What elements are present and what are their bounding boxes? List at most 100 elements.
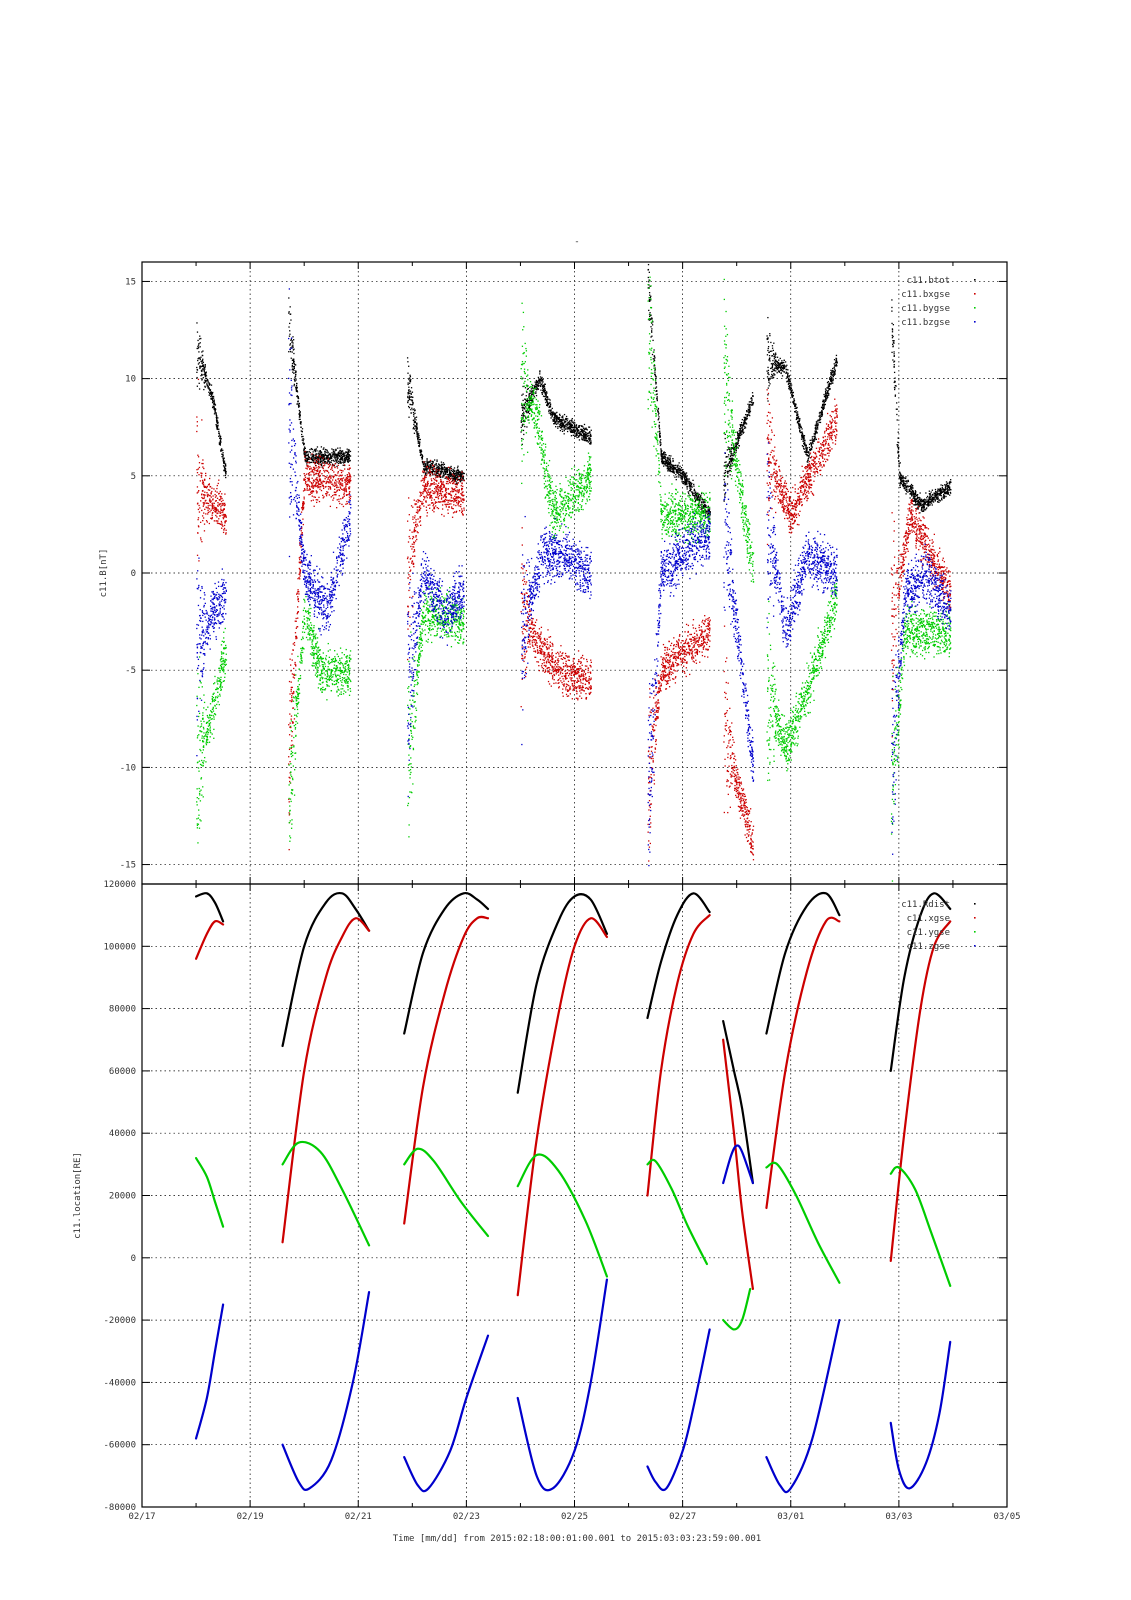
data-point: [344, 481, 346, 483]
data-point: [446, 469, 449, 472]
data-point: [408, 391, 410, 393]
data-point: [780, 368, 782, 371]
data-point: [296, 386, 298, 388]
data-point: [941, 491, 944, 493]
data-point: [818, 421, 820, 423]
data-point: [924, 503, 926, 505]
data-point: [211, 508, 213, 510]
data-point: [316, 450, 318, 452]
data-point: [801, 428, 803, 430]
data-point: [685, 476, 687, 478]
data-point: [798, 424, 800, 426]
data-point: [315, 485, 317, 488]
data-point: [797, 421, 799, 423]
data-point: [891, 328, 894, 330]
data-point: [340, 498, 342, 500]
data-point: [218, 435, 220, 437]
data-point: [796, 413, 799, 415]
data-point: [302, 440, 304, 442]
data-point: [540, 377, 542, 380]
data-point: [416, 432, 418, 435]
data-point: [803, 451, 806, 453]
data-point: [215, 417, 218, 420]
data-point: [197, 532, 199, 534]
data-point: [737, 435, 739, 437]
data-point: [739, 433, 741, 435]
data-point: [724, 494, 726, 496]
data-point: [678, 469, 680, 472]
data-point: [449, 471, 451, 474]
data-point: [304, 453, 306, 455]
data-point: [786, 364, 788, 366]
data-point: [774, 364, 777, 366]
data-point: [534, 381, 536, 383]
data-point: [209, 495, 211, 497]
data-point: [201, 362, 204, 364]
data-point: [439, 476, 441, 478]
data-point: [918, 496, 920, 499]
data-point: [559, 423, 561, 426]
data-point: [346, 454, 348, 456]
data-point: [436, 465, 438, 467]
data-point: [900, 478, 902, 480]
data-point: [292, 358, 295, 361]
data-point: [310, 457, 312, 459]
data-point: [542, 389, 544, 392]
data-point: [567, 424, 569, 426]
data-point: [545, 395, 547, 397]
data-point: [336, 458, 339, 460]
data-point: [698, 500, 700, 502]
data-point: [337, 447, 339, 449]
data-point: [291, 692, 293, 694]
data-point: [336, 455, 338, 457]
data-point: [663, 451, 665, 453]
data-point: [225, 515, 227, 517]
data-point: [575, 429, 577, 431]
data-point: [317, 465, 320, 468]
data-point: [323, 475, 325, 477]
data-point: [817, 419, 819, 422]
data-point: [553, 414, 556, 416]
data-point: [916, 495, 918, 497]
data-point: [570, 427, 572, 429]
data-point: [798, 427, 800, 429]
data-point: [223, 462, 225, 465]
data-point: [316, 485, 318, 487]
data-point: [679, 472, 682, 474]
data-point: [304, 456, 307, 458]
data-point: [203, 502, 205, 505]
data-point: [299, 418, 301, 420]
data-point: [531, 391, 533, 393]
data-point: [324, 460, 327, 463]
data-point: [310, 461, 313, 464]
data-point: [441, 470, 443, 473]
data-point: [660, 452, 662, 454]
data-point: [429, 472, 431, 474]
data-point: [916, 494, 919, 496]
data-point: [521, 406, 523, 409]
data-point: [461, 474, 463, 476]
data-point: [217, 504, 219, 507]
data-point: [833, 359, 836, 361]
data-point: [803, 448, 805, 450]
data-point: [898, 465, 900, 468]
data-point: [196, 554, 199, 556]
data-point: [348, 458, 350, 460]
data-point: [824, 397, 827, 399]
data-point: [442, 464, 444, 466]
data-point: [203, 369, 205, 371]
data-point: [292, 359, 294, 361]
data-point: [659, 434, 661, 436]
data-point: [904, 489, 907, 491]
data-point: [528, 395, 531, 398]
data-point: [542, 381, 544, 383]
data-point: [298, 413, 300, 416]
data-point: [742, 432, 744, 434]
data-point: [225, 473, 227, 475]
data-point: [825, 395, 827, 397]
data-point: [224, 513, 226, 516]
data-point: [415, 425, 417, 428]
data-point: [538, 378, 541, 381]
data-point: [556, 417, 558, 419]
data-point: [707, 505, 710, 507]
